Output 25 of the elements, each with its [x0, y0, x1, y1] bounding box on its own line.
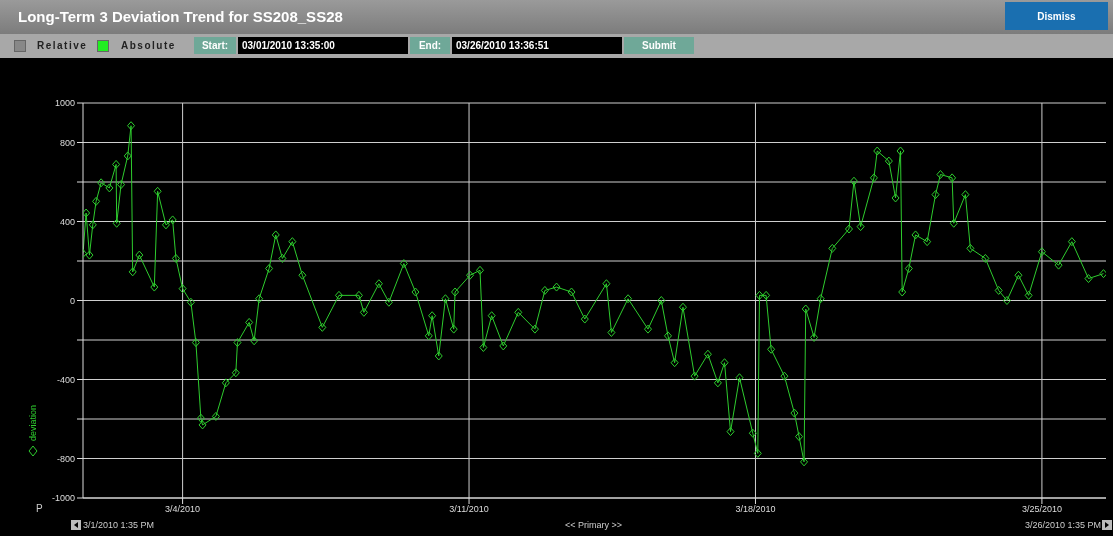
text: Relative [37, 40, 88, 51]
text: 3/1/2010 1:35 PM [83, 520, 155, 530]
text: deviation [28, 405, 38, 442]
text: P [36, 503, 43, 514]
chart-title: Long-Term 3 Deviation Trend for SS208_SS28 [18, 8, 343, 25]
text: 03/01/2010 13:35:00 [238, 37, 408, 54]
text: 3/26/2010 1:35 PM [1024, 520, 1101, 530]
y-tick-label: 1000 [54, 98, 75, 109]
y-tick-label: -1000 [51, 493, 75, 504]
text: Dismiss [1005, 2, 1108, 30]
text: Submit [624, 37, 694, 54]
x-tick-label: 3/4/2010 [165, 504, 201, 515]
x-tick-label: 3/11/2010 [449, 504, 489, 515]
text: 03/26/2010 13:36:51 [452, 37, 622, 54]
y-tick-label: -400 [56, 374, 75, 385]
y-tick-label: 800 [59, 137, 75, 148]
text: Start: [194, 37, 236, 54]
text: << Primary >> [565, 520, 623, 530]
y-tick-label: 0 [69, 295, 75, 306]
y-tick-label: 400 [59, 216, 75, 227]
text: Absolute [121, 40, 176, 51]
y-tick-label: -800 [56, 453, 75, 464]
text: End: [410, 37, 450, 54]
x-tick-label: 3/25/2010 [1021, 504, 1062, 515]
x-tick-label: 3/18/2010 [735, 504, 776, 515]
